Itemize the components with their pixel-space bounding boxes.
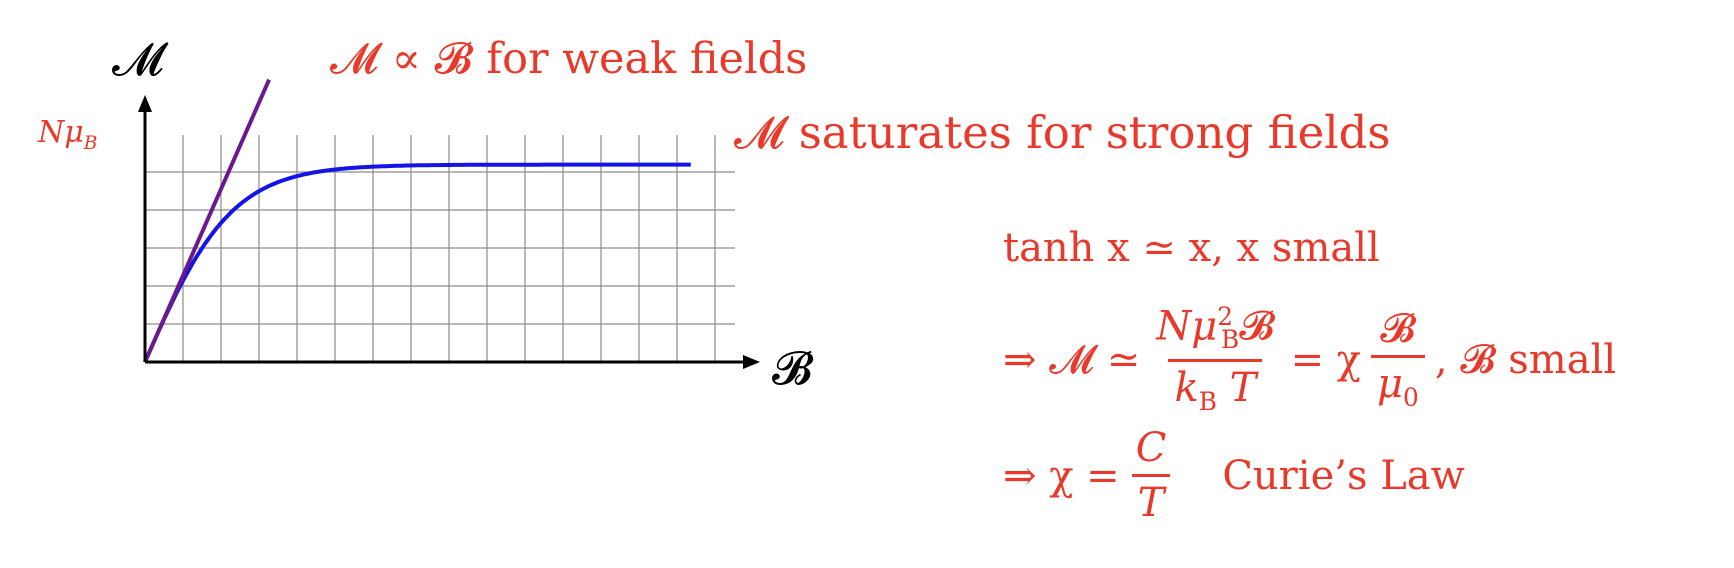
y-axis-arrow-icon <box>138 95 152 112</box>
tanh-curve <box>143 162 691 363</box>
x-axis-label: 𝓑 <box>772 341 813 395</box>
x-axis-arrow-icon <box>743 355 760 369</box>
fraction-curie: C T <box>1130 428 1173 523</box>
strong-field-annotation: 𝓜 saturates for strong fields <box>734 106 1391 159</box>
fraction-magnetization: Nμ2B𝓑 kB T <box>1156 302 1275 417</box>
linear-approximation-line <box>143 78 271 363</box>
saturation-tick-label: NμB <box>38 115 98 154</box>
fraction-field-over-mu0: 𝓑 μ0 <box>1371 309 1425 411</box>
equation-tanh-approx: tanh x ≃ x, x small <box>1003 225 1380 271</box>
plot-grid <box>144 135 735 363</box>
y-axis-label: 𝓜 <box>112 32 164 86</box>
equation-curie-law: ⇒ χ = C T Curie’s Law <box>1003 425 1465 526</box>
equation-magnetization: ⇒ 𝓜 ≃ Nμ2B𝓑 kB T = χ 𝓑 μ0 , 𝓑 small <box>1003 302 1617 417</box>
weak-field-annotation: 𝓜 ∝ 𝓑 for weak fields <box>330 34 808 84</box>
